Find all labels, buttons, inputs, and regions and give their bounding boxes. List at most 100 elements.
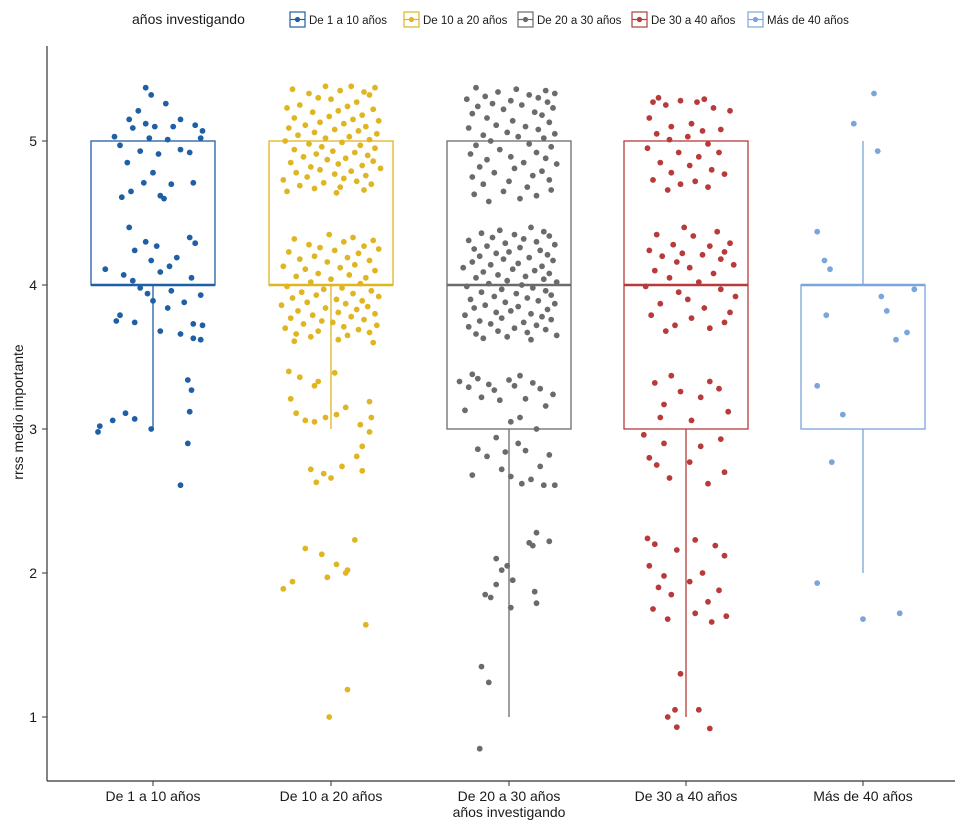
data-point (164, 136, 171, 143)
data-point (372, 84, 378, 91)
data-point (509, 266, 516, 273)
data-point (293, 331, 300, 337)
data-point (688, 120, 695, 127)
data-point (487, 594, 494, 601)
data-point (496, 227, 503, 234)
data-point (551, 130, 558, 137)
data-point (520, 159, 527, 166)
data-point (507, 308, 514, 314)
data-point (186, 234, 193, 241)
data-point (102, 266, 109, 273)
data-point (184, 377, 191, 383)
data-point (313, 479, 320, 486)
data-point (318, 318, 325, 324)
data-point (522, 123, 529, 130)
data-point (372, 267, 378, 274)
data-point (306, 90, 312, 97)
data-point (511, 231, 518, 238)
data-point (657, 159, 664, 166)
data-point (725, 408, 732, 415)
data-point (168, 181, 175, 188)
data-point (307, 279, 314, 285)
data-point (531, 267, 538, 274)
data-point (524, 184, 531, 191)
data-point (727, 309, 733, 316)
data-point (509, 577, 516, 584)
data-point (673, 259, 680, 265)
data-point (668, 169, 675, 176)
data-point (291, 236, 298, 242)
data-point (344, 686, 351, 693)
data-point (315, 94, 322, 101)
data-point (350, 234, 356, 241)
data-point (337, 184, 344, 191)
data-point (296, 374, 303, 381)
data-point (353, 99, 360, 105)
data-point (473, 274, 479, 281)
data-point (493, 250, 500, 257)
data-point (471, 305, 478, 311)
data-point (533, 149, 540, 156)
data-point (328, 276, 334, 283)
data-point (462, 407, 468, 414)
data-point (186, 149, 193, 156)
data-point (317, 244, 323, 251)
data-point (361, 316, 367, 323)
data-point (531, 588, 538, 595)
data-point (495, 89, 501, 95)
data-point (353, 306, 360, 313)
data-point (537, 385, 544, 392)
data-point (727, 107, 733, 114)
legend-item-de-30-a-40-anos: De 30 a 40 años (631, 11, 736, 28)
data-point (662, 102, 669, 108)
data-point (311, 418, 318, 425)
data-point (546, 119, 553, 126)
data-point (474, 375, 481, 382)
data-point (650, 99, 656, 105)
data-point (828, 459, 835, 465)
data-point (850, 120, 857, 127)
data-point (148, 257, 155, 264)
data-point (342, 155, 349, 162)
data-point (322, 135, 329, 142)
data-point (513, 86, 520, 93)
data-point (117, 312, 123, 319)
data-point (485, 280, 492, 287)
data-point (684, 296, 691, 303)
data-point (366, 92, 373, 98)
data-point (515, 303, 522, 310)
data-point (484, 156, 490, 163)
data-point (500, 256, 507, 262)
data-point (648, 312, 655, 319)
data-point (520, 236, 527, 242)
data-point (706, 243, 713, 250)
data-point (161, 195, 167, 202)
points-de-20-a-30-anos (456, 84, 560, 752)
data-point (644, 535, 651, 542)
data-point (335, 309, 342, 316)
points-de-1-a-10-anos (95, 84, 206, 489)
legend-label: De 10 a 20 años (423, 15, 508, 27)
data-point (550, 391, 556, 398)
data-point (476, 253, 483, 260)
data-point (137, 148, 144, 155)
data-point (463, 283, 470, 290)
data-point (531, 109, 538, 116)
data-point (712, 542, 719, 549)
data-point (342, 404, 349, 411)
data-point (480, 269, 487, 275)
data-point (480, 181, 487, 188)
data-point (664, 714, 671, 720)
data-point (357, 421, 364, 428)
data-point (710, 105, 717, 111)
data-point (651, 267, 658, 274)
data-point (361, 243, 367, 250)
data-point (515, 133, 522, 140)
data-point (177, 116, 184, 123)
data-point (484, 243, 490, 250)
data-point (661, 440, 667, 447)
legend-item-de-20-a-30-anos: De 20 a 30 años (517, 11, 622, 28)
data-point (320, 470, 327, 477)
data-point (111, 133, 118, 140)
data-point (659, 253, 666, 260)
